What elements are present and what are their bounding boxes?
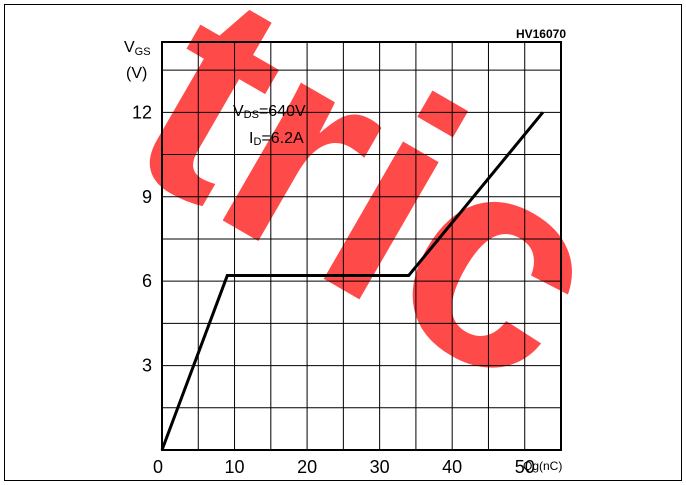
y-tick-label: 6: [142, 271, 152, 291]
figure-frame: [4, 4, 682, 481]
x-tick-labels: 0 10 20 30 40 50: [153, 457, 535, 477]
x-tick-label: 30: [370, 457, 390, 477]
y-label-sub: GS: [135, 46, 151, 58]
y-tick-label: 3: [142, 356, 152, 376]
watermark: tric: [86, 0, 658, 449]
x-tick-label: 40: [442, 457, 462, 477]
x-tick-label: 20: [297, 457, 317, 477]
annotation-vds: VDS=640V: [233, 103, 306, 121]
y-label-main: V: [124, 39, 135, 56]
x-tick-label: 0: [153, 457, 163, 477]
figure-code: HV16070: [516, 27, 566, 41]
annotation-id-value: =6.2A: [261, 130, 304, 147]
annotation-vds-value: =640V: [259, 103, 306, 120]
y-label-unit: (V): [126, 65, 147, 82]
plot-grid: [162, 42, 561, 450]
plot-border: [161, 41, 562, 451]
annotation-id-main: I: [249, 130, 253, 147]
svg-text:VGS: VGS: [124, 39, 151, 58]
y-tick-label: 12: [132, 102, 152, 122]
condition-annotations: VDS=640V ID=6.2A: [233, 103, 306, 148]
watermark-text: tric: [86, 0, 658, 449]
y-tick-labels: 3 6 9 12: [132, 102, 152, 375]
y-tick-label: 9: [142, 187, 152, 207]
x-axis-label: Qg(nC): [523, 459, 562, 473]
y-axis-label: VGS (V): [124, 39, 151, 82]
x-tick-label: 50: [515, 457, 535, 477]
annotation-id: ID=6.2A: [249, 130, 304, 148]
series-line: [160, 111, 545, 451]
series-layer: [160, 111, 545, 451]
x-tick-label: 10: [225, 457, 245, 477]
annotation-id-sub: D: [253, 136, 261, 148]
annotation-vds-sub: DS: [244, 109, 259, 121]
annotation-vds-main: V: [233, 103, 244, 120]
